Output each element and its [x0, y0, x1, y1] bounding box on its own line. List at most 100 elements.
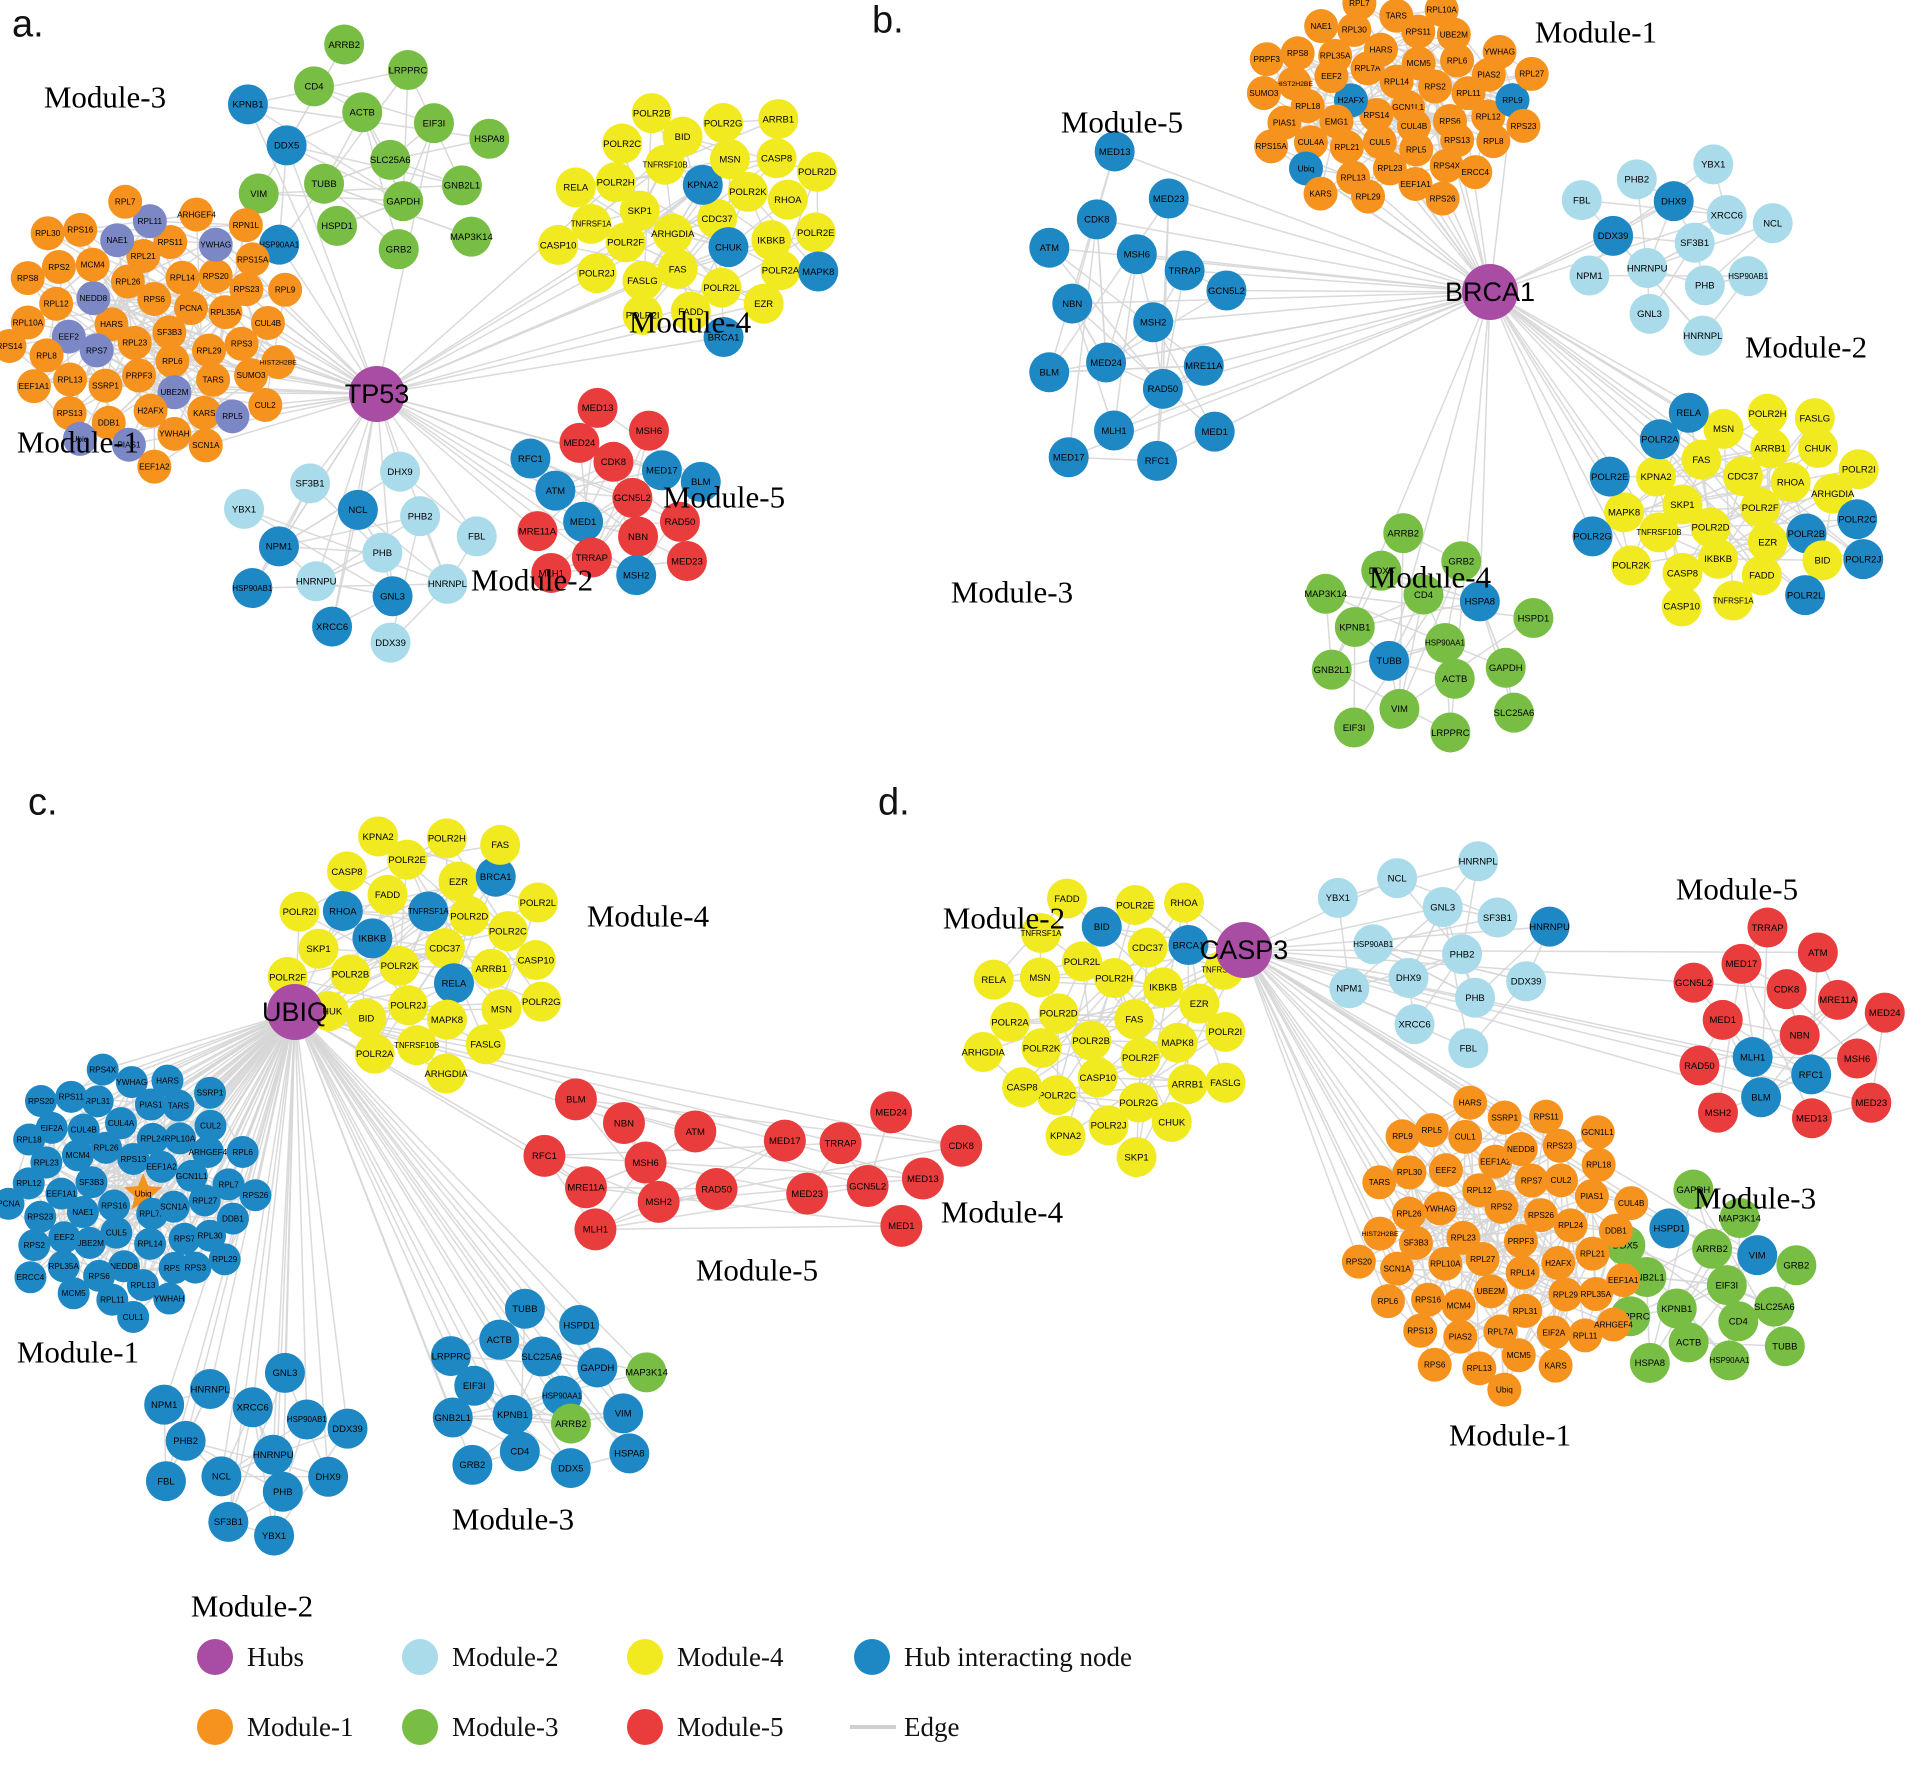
network-node-RPL8[interactable] — [1476, 124, 1511, 159]
network-node-MED17[interactable] — [1721, 943, 1762, 984]
network-node-FASLG[interactable] — [1205, 1062, 1246, 1103]
network-node-TUBB[interactable] — [304, 163, 345, 204]
network-node-ARHGDIA[interactable] — [1812, 473, 1853, 514]
network-node-LRPPRC[interactable] — [1430, 712, 1471, 753]
network-node-ATM[interactable] — [1797, 932, 1838, 973]
network-node-MED23[interactable] — [666, 541, 707, 582]
network-node-LRPPRC[interactable] — [430, 1336, 471, 1377]
network-node-POLR2L[interactable] — [701, 267, 742, 308]
network-node-NCL[interactable] — [201, 1456, 242, 1497]
network-node-ARRB1[interactable] — [471, 948, 512, 989]
network-node-SLC25A6[interactable] — [1493, 692, 1534, 733]
network-node-SF3B3[interactable] — [75, 1166, 108, 1199]
network-node-FBL[interactable] — [456, 516, 497, 557]
network-node-ARRB2[interactable] — [1383, 513, 1424, 554]
network-node-POLR2J[interactable] — [1843, 539, 1884, 580]
network-node-ACTB[interactable] — [1434, 658, 1475, 699]
network-node-DDB1[interactable] — [1598, 1213, 1633, 1248]
network-node-MSH6[interactable] — [628, 410, 669, 451]
network-node-MED13[interactable] — [901, 1157, 944, 1200]
network-node-RPL26[interactable] — [1392, 1196, 1427, 1231]
network-node-FASLG[interactable] — [1794, 398, 1835, 439]
network-node-H2AFX[interactable] — [133, 393, 168, 428]
network-node-KARS[interactable] — [1538, 1348, 1573, 1383]
network-node-MAP3K14[interactable] — [626, 1352, 667, 1393]
network-node-KPNA2[interactable] — [1045, 1115, 1086, 1156]
hub-node-TP53[interactable] — [349, 366, 405, 422]
network-node-RPS6[interactable] — [83, 1259, 116, 1292]
network-node-TNFRSF1A[interactable] — [408, 891, 449, 932]
network-node-MED24[interactable] — [559, 422, 600, 463]
network-node-RPL14[interactable] — [1505, 1255, 1540, 1290]
network-node-MED17[interactable] — [1048, 437, 1089, 478]
network-node-GNL3[interactable] — [1629, 293, 1670, 334]
network-node-SUMO3[interactable] — [234, 358, 269, 393]
network-node-RPL6[interactable] — [1440, 43, 1475, 78]
network-node-SF3B1[interactable] — [1674, 222, 1715, 263]
network-node-RPL26[interactable] — [89, 1131, 122, 1164]
network-node-POLR2B[interactable] — [330, 954, 371, 995]
network-node-NCL[interactable] — [1752, 203, 1793, 244]
network-node-GAPDH[interactable] — [383, 181, 424, 222]
network-node-MRE11A[interactable] — [564, 1166, 607, 1209]
network-node-ARHGDIA[interactable] — [963, 1032, 1004, 1073]
network-node-RPL13[interactable] — [126, 1269, 159, 1302]
network-node-CDC37[interactable] — [1722, 456, 1763, 497]
network-node-SCN1A[interactable] — [157, 1190, 190, 1223]
network-node-ATM[interactable] — [535, 470, 576, 511]
network-node-RPL7[interactable] — [1342, 0, 1377, 21]
network-node-POLR2I[interactable] — [1838, 449, 1879, 490]
network-node-ATM[interactable] — [1029, 227, 1070, 268]
network-node-ATM[interactable] — [674, 1110, 717, 1153]
network-node-POLR2F[interactable] — [1740, 487, 1781, 528]
network-node-POLR2I[interactable] — [622, 295, 663, 336]
network-node-RPL18[interactable] — [1581, 1147, 1616, 1182]
network-node-ARRB2[interactable] — [550, 1403, 591, 1444]
network-node-PIAS1[interactable] — [134, 1088, 167, 1121]
network-node-CDK8[interactable] — [1766, 969, 1807, 1010]
network-node-GRB2[interactable] — [378, 229, 419, 270]
network-node-HSPA8[interactable] — [469, 118, 510, 159]
network-node-UBE2M[interactable] — [1473, 1274, 1508, 1309]
network-node-Ubiq[interactable] — [1487, 1372, 1522, 1407]
network-node-CDK8[interactable] — [1076, 199, 1117, 240]
network-node-FAS[interactable] — [1681, 439, 1722, 480]
network-node-EEF1A1[interactable] — [1398, 166, 1433, 201]
network-node-RPL35A[interactable] — [47, 1250, 80, 1283]
network-node-POLR2A[interactable] — [990, 1001, 1031, 1042]
network-node-YWHAH[interactable] — [157, 416, 192, 451]
network-node-POLR2C[interactable] — [1036, 1075, 1077, 1116]
network-node-ARHGDIA[interactable] — [426, 1053, 467, 1094]
network-node-NAE1[interactable] — [66, 1196, 99, 1229]
network-node-GAPDH[interactable] — [577, 1347, 618, 1388]
network-node-HSP90AA1[interactable] — [259, 224, 300, 265]
network-node-RPL30[interactable] — [1392, 1155, 1427, 1190]
network-node-RPL30[interactable] — [1337, 12, 1372, 47]
network-node-POLR2C[interactable] — [487, 911, 528, 952]
network-node-POLR2H[interactable] — [595, 162, 636, 203]
network-node-RPS3[interactable] — [224, 326, 259, 361]
network-node-HSP90AB1[interactable] — [1728, 256, 1769, 297]
network-node-DDX39[interactable] — [370, 622, 411, 663]
network-node-POLR2J[interactable] — [1088, 1105, 1129, 1146]
network-node-ARRB1[interactable] — [1750, 428, 1791, 469]
network-node-DDX5[interactable] — [550, 1448, 591, 1489]
network-node-TNFRSF1A[interactable] — [1020, 913, 1061, 954]
network-node-MSH2[interactable] — [1133, 302, 1174, 343]
network-node-ARRB2[interactable] — [1692, 1228, 1733, 1269]
network-node-RPS6[interactable] — [137, 281, 172, 316]
network-node-HIST2H2BE[interactable] — [1277, 66, 1312, 101]
network-node-YWHAG[interactable] — [1482, 34, 1517, 69]
network-node-EIF3I[interactable] — [454, 1365, 495, 1406]
network-node-TUBB[interactable] — [504, 1288, 545, 1329]
network-node-GNB2L1[interactable] — [432, 1397, 473, 1438]
network-node-ARHGEF4[interactable] — [191, 1135, 224, 1168]
network-node-RPL35A[interactable] — [1318, 38, 1353, 73]
network-node-SLC25A6[interactable] — [1754, 1286, 1795, 1327]
network-node-DDX39[interactable] — [327, 1408, 368, 1449]
network-node-ARRB1[interactable] — [1167, 1064, 1208, 1105]
network-node-RPL29[interactable] — [1548, 1277, 1583, 1312]
network-node-BRCA1[interactable] — [1168, 924, 1209, 965]
network-node-EEF1A2[interactable] — [145, 1150, 178, 1183]
network-node-GRB2[interactable] — [1441, 541, 1482, 582]
